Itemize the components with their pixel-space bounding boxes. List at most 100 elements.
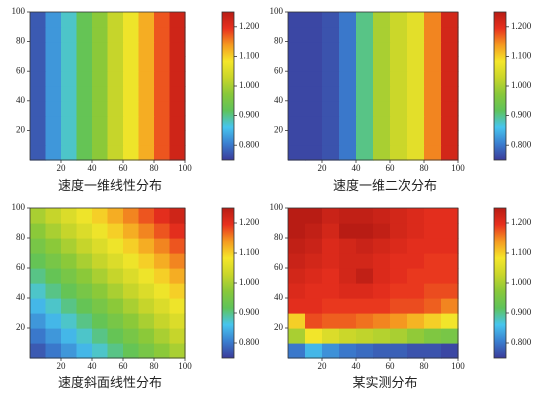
colorbar-tick-label: 1.200 [511, 21, 532, 31]
caption: 速度一维线性分布 [58, 178, 162, 193]
heatmap-cell [407, 71, 425, 87]
heatmap-cell [441, 100, 459, 117]
heatmap-cell [169, 208, 186, 224]
heatmap-cell [322, 100, 340, 117]
heatmap-cell [30, 223, 47, 239]
heatmap-cell [441, 328, 459, 344]
heatmap-cell [138, 343, 155, 359]
heatmap-cell [154, 283, 171, 299]
heatmap-cell [154, 41, 171, 57]
heatmap-cell [339, 26, 357, 43]
heatmap-cell [424, 313, 442, 329]
heatmap-cell [390, 56, 408, 72]
heatmap-cell [441, 313, 459, 329]
heatmap-cell [322, 223, 340, 239]
heatmap-cell [390, 283, 408, 299]
heatmap-cell [138, 223, 155, 239]
heatmap-cell [154, 328, 171, 344]
heatmap-cell [107, 56, 124, 72]
heatmap-cell [339, 298, 357, 314]
heatmap-cell [169, 238, 186, 254]
heatmap-cell [123, 343, 140, 359]
heatmap-cell [138, 328, 155, 344]
heatmap-cell [76, 115, 93, 131]
colorbar-tick-label: 1.000 [239, 277, 260, 287]
heatmap-cell [407, 313, 425, 329]
heatmap-cell [92, 41, 109, 57]
heatmap-cell [138, 238, 155, 254]
heatmap-cell [339, 86, 357, 102]
x-tick-label: 100 [178, 163, 192, 173]
heatmap-cell [107, 12, 124, 28]
heatmap-cell [407, 26, 425, 43]
heatmap-cell [441, 26, 459, 43]
heatmap-cell [339, 328, 357, 344]
heatmap-cell [154, 26, 171, 43]
heatmap-cell [154, 12, 171, 28]
heatmap-cell [138, 253, 155, 269]
heatmap-cell [138, 130, 155, 146]
heatmap-cell [138, 56, 155, 72]
heatmap-cell [373, 208, 391, 224]
heatmap-cell [92, 100, 109, 117]
heatmap-cell [390, 41, 408, 57]
heatmap-cell [76, 26, 93, 43]
colorbar [221, 11, 235, 161]
heatmap-cell [356, 26, 374, 43]
heatmap-cell [356, 298, 374, 314]
heatmap-cell [154, 313, 171, 329]
heatmap-cell [288, 343, 306, 359]
heatmap-cell [356, 145, 374, 161]
y-tick-label: 60 [16, 65, 26, 75]
x-tick-label: 40 [88, 163, 98, 173]
heatmap-cell [390, 328, 408, 344]
heatmap-cell [305, 268, 323, 284]
x-tick-label: 100 [451, 361, 465, 371]
heatmap-cell [424, 115, 442, 131]
heatmap-cell [30, 343, 47, 359]
heatmap-cell [356, 130, 374, 146]
heatmap-cell [61, 56, 78, 72]
heatmap-cell [322, 12, 340, 28]
heatmap-cells [288, 208, 459, 359]
heatmap-cell [154, 343, 171, 359]
caption: 某实测分布 [352, 375, 417, 390]
plot-frame [29, 207, 186, 359]
heatmap-cell [45, 100, 62, 117]
heatmap-cell [107, 313, 124, 329]
heatmap-cell [169, 41, 186, 57]
heatmap-cell [339, 56, 357, 72]
heatmap-cell [424, 41, 442, 57]
heatmap-cell [424, 26, 442, 43]
heatmap-cell [339, 208, 357, 224]
heatmap-cell [92, 208, 109, 224]
heatmap-cell [356, 253, 374, 269]
heatmap-cell [322, 238, 340, 254]
heatmap-cell [61, 100, 78, 117]
heatmap-cell [356, 208, 374, 224]
heatmap-cell [107, 100, 124, 117]
heatmap-cell [30, 328, 47, 344]
heatmap-cell [30, 26, 47, 43]
heatmap-cell [138, 71, 155, 87]
heatmap-cell [92, 56, 109, 72]
heatmap-cell [107, 71, 124, 87]
heatmap-cell [305, 86, 323, 102]
heatmap-cell [45, 268, 62, 284]
heatmap-cell [390, 115, 408, 131]
heatmap-cell [45, 223, 62, 239]
heatmap-cell [169, 283, 186, 299]
heatmap-cell [61, 343, 78, 359]
heatmap-cell [154, 223, 171, 239]
heatmap-cell [92, 223, 109, 239]
heatmap-cell [390, 298, 408, 314]
heatmap-cell [138, 298, 155, 314]
x-tick-label: 60 [386, 361, 396, 371]
heatmap-cell [305, 343, 323, 359]
heatmap-cell [30, 41, 47, 57]
heatmap-cell [356, 86, 374, 102]
heatmap-cell [424, 130, 442, 146]
heatmap-cell [92, 313, 109, 329]
heatmap-cell [390, 12, 408, 28]
